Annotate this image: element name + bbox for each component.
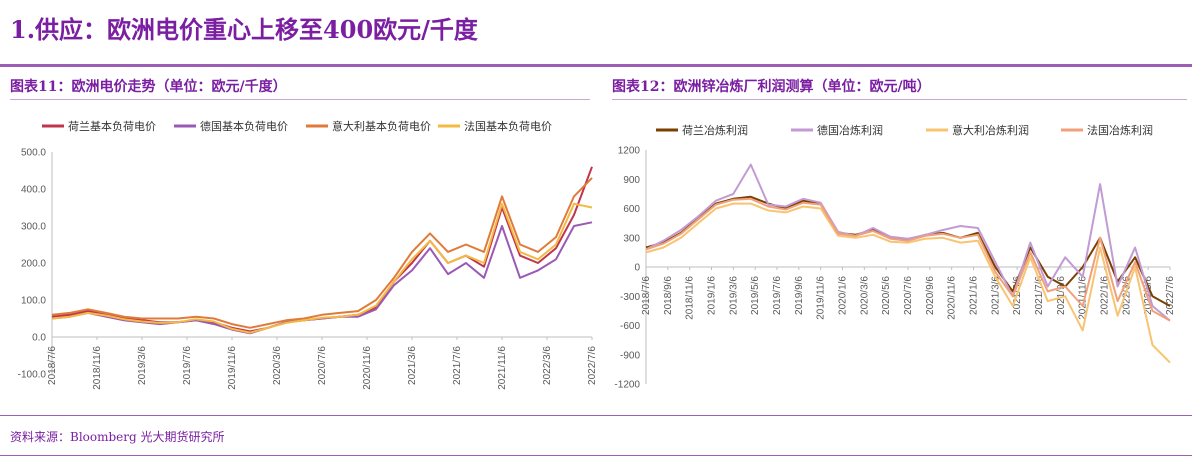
legend-label-2: 意大利基本负荷电价 xyxy=(332,119,431,133)
y-tick-label: 0.0 xyxy=(32,333,46,344)
y-tick-label: 400.0 xyxy=(21,185,46,196)
x-tick-label: 2020/3/6 xyxy=(859,276,870,315)
x-tick-label: 2018/7/6 xyxy=(641,276,652,315)
series-line-1 xyxy=(645,163,1171,322)
x-tick-label: 2021/1/6 xyxy=(969,276,980,315)
legend-label-0: 荷兰基本负荷电价 xyxy=(68,119,156,133)
source-note: 资料来源：Bloomberg 光大期货研究所 xyxy=(10,430,225,444)
legend-label-0: 荷兰冶炼利润 xyxy=(682,123,748,137)
x-tick-label: 2021/3/6 xyxy=(407,346,418,385)
x-tick-label: 2019/3/6 xyxy=(137,346,148,385)
x-tick-label: 2020/11/6 xyxy=(947,276,958,320)
legend-label-3: 法国冶炼利润 xyxy=(1087,123,1153,137)
y-tick-label: 900 xyxy=(623,175,640,186)
chart-12-rule xyxy=(612,99,1187,100)
y-tick-label: 0 xyxy=(634,263,640,274)
x-tick-label: 2021/7/6 xyxy=(452,346,463,385)
x-tick-label: 2018/11/6 xyxy=(685,276,696,320)
footer-rule-top xyxy=(0,415,1192,416)
x-tick-label: 2020/7/6 xyxy=(903,276,914,315)
x-tick-label: 2019/5/6 xyxy=(750,276,761,315)
x-tick-label: 2019/7/6 xyxy=(182,346,193,385)
legend-label-2: 意大利冶炼利润 xyxy=(952,123,1029,137)
footer-rule-bottom xyxy=(0,455,1192,456)
y-tick-label: 600 xyxy=(623,204,640,215)
title-rule xyxy=(0,64,1192,67)
x-tick-label: 2019/1/6 xyxy=(707,276,718,315)
y-tick-label: 500.0 xyxy=(21,148,46,159)
series-line-2 xyxy=(51,177,593,329)
x-tick-label: 2019/3/6 xyxy=(728,276,739,315)
legend-label-1: 德国基本负荷电价 xyxy=(200,119,288,133)
x-tick-label: 2019/7/6 xyxy=(772,276,783,315)
page-title: 1.供应：欧洲电价重心上移至400欧元/千度 xyxy=(10,15,478,44)
zinc-smelter-profit-chart: 荷兰冶炼利润 德国冶炼利润 意大利冶炼利润 法国冶炼利润 1200 900 600 300 0 -… xyxy=(614,123,1176,391)
x-tick-label: 2020/1/6 xyxy=(838,276,849,315)
y-tick-label: -300 xyxy=(620,292,640,303)
x-tick-label: 2022/3/6 xyxy=(542,346,553,385)
series-line-3 xyxy=(51,202,593,334)
x-tick-label: 2021/9/6 xyxy=(1056,276,1067,315)
x-tick-label: 2022/3/6 xyxy=(1121,276,1132,315)
x-tick-label: 2018/7/6 xyxy=(47,346,58,385)
x-tick-label: 2018/11/6 xyxy=(92,346,103,390)
series-line-2 xyxy=(645,202,1171,364)
x-tick-label: 2021/11/6 xyxy=(497,346,508,390)
y-tick-label: 1200 xyxy=(618,146,641,157)
legend-label-1: 德国冶炼利润 xyxy=(817,123,883,137)
chart-11-rule xyxy=(10,99,590,100)
chart-12-title: 图表12：欧洲锌冶炼厂利润测算（单位：欧元/吨） xyxy=(612,79,931,95)
x-tick-label: 2019/11/6 xyxy=(227,346,238,390)
y-tick-label: 200.0 xyxy=(21,259,46,270)
chart-11-title: 图表11：欧洲电价走势（单位：欧元/千度） xyxy=(10,79,287,95)
electricity-price-chart: 荷兰基本负荷电价 德国基本负荷电价 意大利基本负荷电价 法国基本负荷电价 500.0 40… xyxy=(18,119,598,390)
x-tick-label: 2020/7/6 xyxy=(317,346,328,385)
x-tick-label: 2021/3/6 xyxy=(990,276,1001,315)
x-tick-label: 2021/11/6 xyxy=(1078,276,1089,320)
series-line-3 xyxy=(645,197,1171,322)
y-tick-label: -1200 xyxy=(614,380,640,391)
y-tick-label: 100.0 xyxy=(21,296,46,307)
y-tick-label: 300 xyxy=(623,233,640,244)
y-tick-label: 300.0 xyxy=(21,222,46,233)
x-tick-label: 2019/9/6 xyxy=(794,276,805,315)
x-tick-label: 2019/11/6 xyxy=(816,276,827,320)
y-tick-label: -900 xyxy=(620,350,640,361)
y-tick-label: -600 xyxy=(620,321,640,332)
x-tick-label: 2022/1/6 xyxy=(1100,276,1111,315)
x-tick-label: 2020/3/6 xyxy=(272,346,283,385)
legend-label-3: 法国基本负荷电价 xyxy=(464,119,552,133)
x-tick-label: 2021/7/6 xyxy=(1034,276,1045,315)
x-tick-label: 2022/7/6 xyxy=(1165,276,1176,315)
x-tick-label: 2020/5/6 xyxy=(881,276,892,315)
x-tick-label: 2020/11/6 xyxy=(362,346,373,390)
x-tick-label: 2020/9/6 xyxy=(925,276,936,315)
y-tick-label: -100.0 xyxy=(18,370,47,381)
x-tick-label: 2018/9/6 xyxy=(663,276,674,315)
x-tick-label: 2022/7/6 xyxy=(587,346,598,385)
